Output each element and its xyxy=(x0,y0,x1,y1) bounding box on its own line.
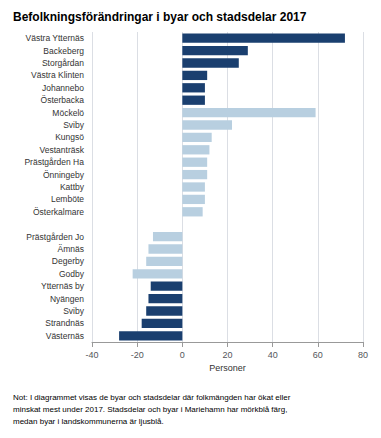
svg-text:-40: -40 xyxy=(85,350,98,360)
svg-text:Prästgården Ha: Prästgården Ha xyxy=(24,157,84,167)
svg-text:Västernäs: Västernäs xyxy=(46,331,84,341)
svg-text:40: 40 xyxy=(268,350,278,360)
svg-text:Strandnäs: Strandnäs xyxy=(45,318,84,328)
svg-text:-20: -20 xyxy=(131,350,144,360)
svg-text:Prästgården Jo: Prästgården Jo xyxy=(26,232,84,242)
svg-text:medan byar i landskommunerna ä: medan byar i landskommunerna är ljusblå. xyxy=(13,417,164,426)
svg-text:Not: I diagrammet visas de bya: Not: I diagrammet visas de byar och stad… xyxy=(13,393,291,402)
svg-text:20: 20 xyxy=(222,350,232,360)
svg-text:60: 60 xyxy=(313,350,323,360)
svg-text:Österkalmare: Österkalmare xyxy=(33,207,84,217)
svg-text:Backeberg: Backeberg xyxy=(43,46,84,56)
svg-text:Önningeby: Önningeby xyxy=(43,170,85,180)
svg-text:Lemböte: Lemböte xyxy=(51,194,84,204)
svg-text:Ämnäs: Ämnäs xyxy=(58,244,84,254)
svg-text:minskat mest under 2017. Stads: minskat mest under 2017. Stadsdelar och … xyxy=(13,405,287,414)
svg-text:Västra Ytternäs: Västra Ytternäs xyxy=(26,33,84,43)
svg-text:Degerby: Degerby xyxy=(52,256,85,266)
svg-text:Sviby: Sviby xyxy=(63,306,85,316)
svg-text:Storgårdan: Storgårdan xyxy=(42,58,84,68)
svg-text:0: 0 xyxy=(180,350,185,360)
svg-text:Vestanträsk: Vestanträsk xyxy=(40,145,85,155)
svg-text:Godby: Godby xyxy=(59,269,85,279)
svg-text:Österbacka: Österbacka xyxy=(41,95,85,105)
svg-text:80: 80 xyxy=(358,350,368,360)
svg-text:Möckelö: Möckelö xyxy=(52,108,84,118)
svg-text:Kungsö: Kungsö xyxy=(55,132,84,142)
svg-text:Ytternäs by: Ytternäs by xyxy=(41,281,85,291)
svg-text:Befolkningsförändringar i byar: Befolkningsförändringar i byar och stads… xyxy=(13,10,307,24)
svg-text:Västra Klinten: Västra Klinten xyxy=(31,70,84,80)
svg-text:Sviby: Sviby xyxy=(63,120,85,130)
svg-text:Personer: Personer xyxy=(209,363,246,373)
svg-text:Johannebo: Johannebo xyxy=(42,83,84,93)
svg-text:Kattby: Kattby xyxy=(60,182,85,192)
svg-text:Nyängen: Nyängen xyxy=(50,294,84,304)
